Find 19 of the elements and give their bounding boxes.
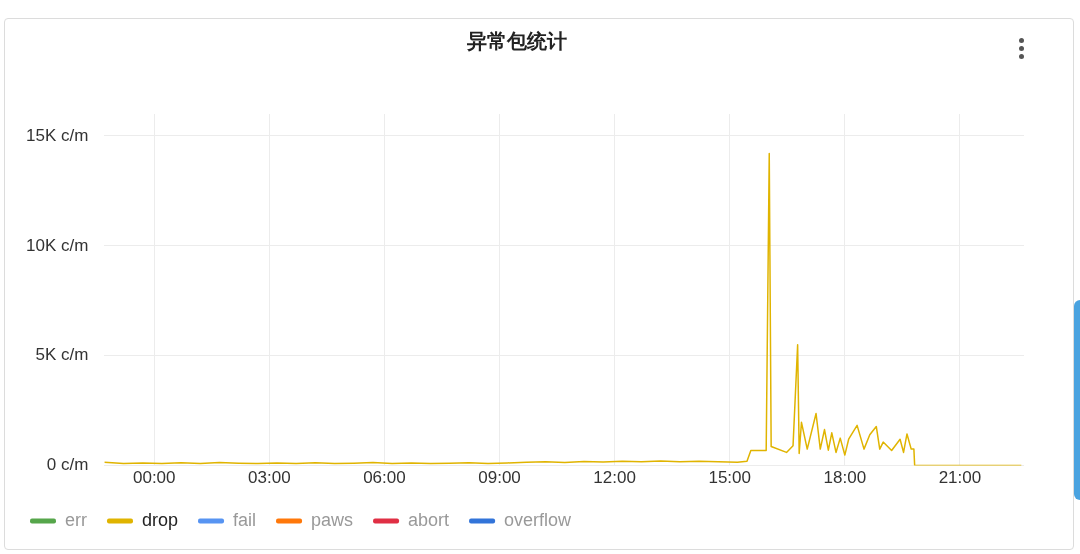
legend-label: err bbox=[65, 509, 87, 530]
y-tick-label: 0 c/m bbox=[46, 455, 89, 475]
x-tick-label: 00:00 bbox=[132, 468, 176, 488]
x-tick-label: 09:00 bbox=[478, 468, 521, 488]
x-tick-label: 03:00 bbox=[248, 468, 291, 488]
y-tick-label: 15K c/m bbox=[26, 125, 89, 145]
legend-label: drop bbox=[142, 509, 179, 530]
legend-label: paws bbox=[311, 509, 354, 530]
y-tick-label: 5K c/m bbox=[35, 345, 89, 365]
legend-label: fail bbox=[233, 509, 257, 530]
x-tick-label: 21:00 bbox=[938, 468, 982, 488]
x-tick-label: 15:00 bbox=[708, 468, 751, 488]
chart-title: 异常包统计 bbox=[466, 29, 567, 52]
y-tick-label: 10K c/m bbox=[26, 235, 89, 255]
legend-label: overflow bbox=[504, 509, 573, 530]
x-tick-label: 06:00 bbox=[363, 468, 406, 488]
legend-label: abort bbox=[408, 509, 450, 530]
x-tick-label: 12:00 bbox=[593, 468, 636, 488]
x-tick-label: 18:00 bbox=[823, 468, 867, 488]
